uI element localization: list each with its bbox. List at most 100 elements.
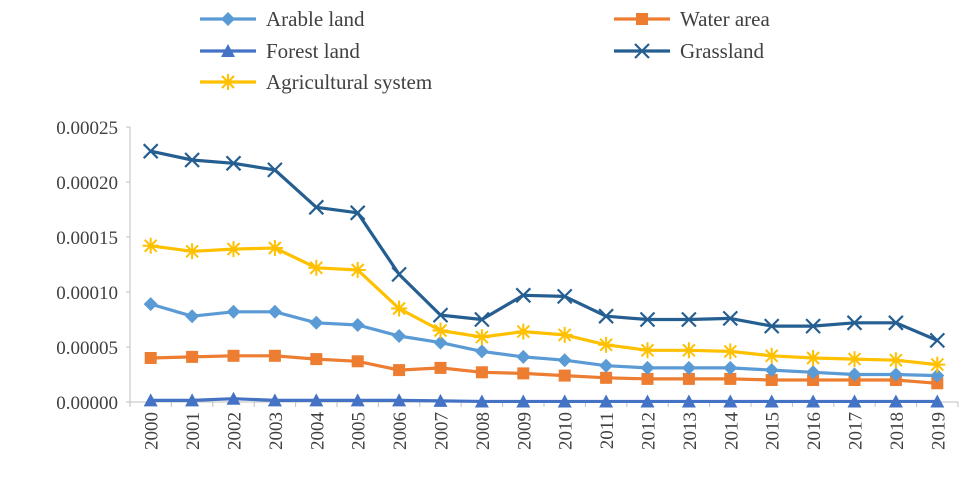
data-point-forest-land [930,394,945,408]
legend-item-agricultural-system: Agricultural system [200,70,432,94]
data-point-water-area [144,352,157,364]
data-point-grassland [639,311,656,328]
series-water-area [144,349,944,390]
x-tick-label: 2018 [887,412,908,450]
data-point-water-area [931,377,944,390]
x-tick-label: 2015 [763,412,784,450]
data-point-forest-land [764,394,779,408]
data-point-grassland [308,199,325,216]
data-point-arable-land [474,344,489,359]
data-point-forest-land [806,394,821,408]
data-point-grassland [805,318,821,334]
data-point-grassland [556,288,573,305]
x-tick-label: 2014 [721,412,742,451]
series-line-agricultural-system [150,244,938,367]
data-point-water-area [641,372,654,385]
series-line-forest-land [150,397,938,404]
data-point-grassland [929,332,946,349]
data-point-forest-land [350,393,365,407]
data-point-agricultural-system [805,350,822,366]
data-point-arable-land [557,353,572,368]
data-point-arable-land [226,304,241,319]
x-tick-label: 2005 [349,412,370,450]
data-point-arable-land [723,360,738,375]
x-tick-label: 2017 [846,412,867,450]
y-tick-label: 0.00005 [56,338,118,359]
data-point-water-area [600,371,613,384]
data-point-agricultural-system [515,323,532,340]
data-point-grassland [349,205,366,221]
data-point-arable-land [143,297,158,312]
data-point-arable-land [599,358,614,373]
data-point-grassland [598,308,614,324]
data-point-water-area [765,374,778,386]
legend-swatch-marker [220,74,236,90]
x-tick-label: 2008 [473,412,494,450]
legend-item-forest-land: Forest land [200,39,360,63]
data-point-grassland [432,307,449,323]
data-point-forest-land [143,393,158,407]
data-point-grassland [474,311,490,328]
data-point-agricultural-system [473,329,490,346]
data-point-water-area [227,349,240,362]
legend-label: Water area [680,7,770,31]
data-point-water-area [724,372,737,385]
data-point-arable-land [681,360,696,375]
data-point-agricultural-system [349,262,366,278]
data-point-arable-land [847,367,862,382]
legend-label: Grassland [680,39,764,63]
data-point-forest-land [185,393,200,407]
data-point-grassland [267,162,283,178]
y-tick-label: 0.00000 [56,393,118,414]
data-point-grassland [515,287,532,304]
data-point-arable-land [640,360,655,375]
legend-item-arable-land: Arable land [200,7,365,31]
data-point-grassland [888,315,904,331]
data-point-forest-land [392,393,407,407]
data-point-arable-land [392,329,407,343]
y-tick-label: 0.00015 [56,228,118,249]
data-point-agricultural-system [432,322,449,339]
data-point-agricultural-system [929,356,946,373]
data-point-grassland [681,311,697,328]
data-point-forest-land [681,394,696,408]
series-agricultural-system [142,237,946,373]
data-point-agricultural-system [846,351,863,368]
data-point-arable-land [516,349,531,364]
legend-item-grassland: Grassland [614,39,764,63]
data-point-agricultural-system [887,352,904,369]
data-point-water-area [517,367,530,380]
data-point-agricultural-system [598,336,615,353]
data-point-agricultural-system [308,259,325,276]
data-point-agricultural-system [391,300,408,317]
legend: Arable land Water area Forest land Grasslan… [200,7,770,94]
data-point-forest-land [474,394,489,408]
x-tick-label: 2004 [307,412,328,451]
data-point-water-area [682,372,695,385]
data-point-water-area [807,374,820,386]
data-point-water-area [310,353,323,366]
x-tick-label: 2007 [432,412,453,450]
legend-swatch-marker [634,43,650,59]
data-point-forest-land [640,394,655,408]
data-point-arable-land [806,365,821,380]
axes: 0.00000 0.00005 0.00010 0.00015 0.00020 0.000… [56,118,959,451]
x-tick-label: 2003 [266,412,287,450]
x-tick-label: 2010 [556,412,577,450]
data-point-arable-land [185,309,200,324]
data-point-agricultural-system [680,342,697,359]
data-point-water-area [268,349,281,362]
x-tick-label: 2009 [514,412,535,450]
data-point-arable-land [888,367,903,382]
data-point-agricultural-system [722,343,739,360]
data-point-forest-land [847,394,862,408]
data-point-agricultural-system [639,342,656,359]
data-point-arable-land [309,315,324,330]
series-line-water-area [150,354,938,385]
x-tick-label: 2001 [183,412,204,450]
data-point-forest-land [888,394,903,408]
x-tick-label: 2012 [639,412,660,450]
data-point-forest-land [226,391,241,405]
data-point-forest-land [516,394,531,408]
